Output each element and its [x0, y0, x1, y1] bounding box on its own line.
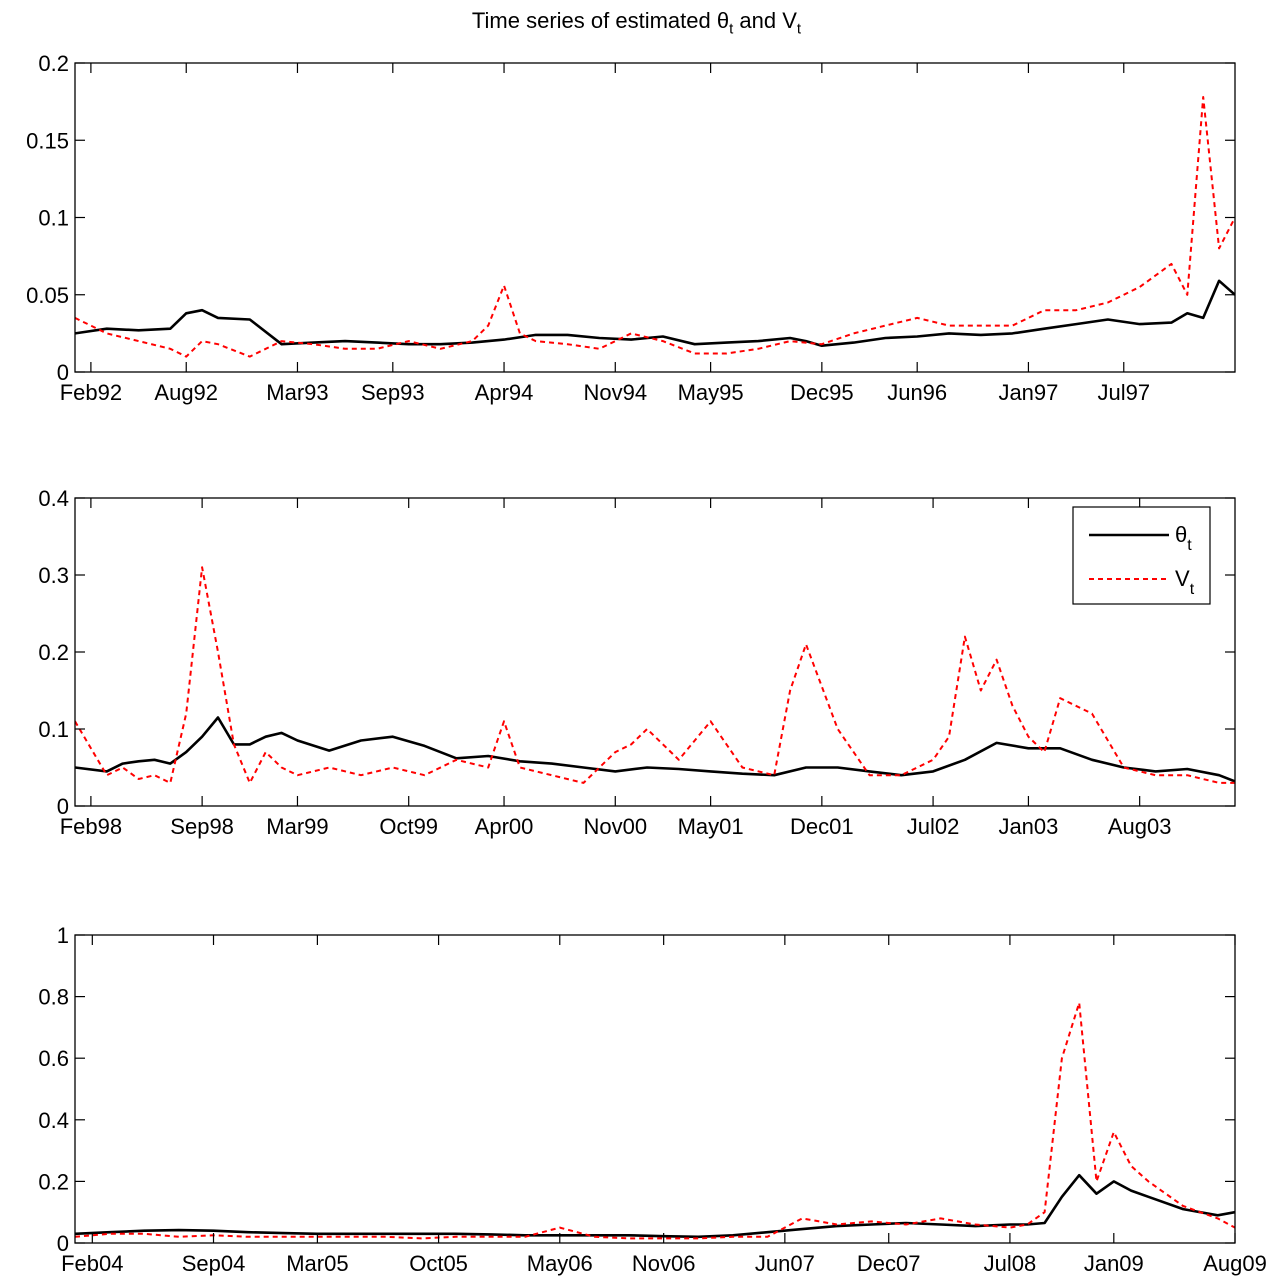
v-series-line — [75, 1001, 1235, 1240]
x-tick-label: Sep93 — [361, 380, 425, 405]
y-tick-label: 0.2 — [38, 51, 69, 76]
x-tick-label: Mar99 — [266, 814, 328, 839]
v-series-line — [75, 566, 1235, 784]
legend-label-subscript: t — [1187, 537, 1192, 554]
x-tick-label: Oct05 — [409, 1251, 468, 1276]
chart-panels: 0 0.05 0.1 0.15 0.2 Feb92 Aug92 Mar93 Sep93 Apr94… — [26, 51, 1267, 1276]
y-tick-label: 0.1 — [38, 206, 69, 231]
y-tick-label: 0.4 — [38, 486, 69, 511]
y-tick-label: 1 — [57, 923, 69, 948]
axes-frame — [74, 934, 1236, 1244]
theta-series-line — [75, 1173, 1235, 1239]
plot-area — [75, 63, 1235, 372]
x-tick-label: Jan97 — [998, 380, 1058, 405]
chart-panel-3: 0 0.2 0.4 0.6 0.8 1 Feb04 Sep04 Mar05 Oct05 May06 N… — [38, 923, 1266, 1276]
x-tick-label: Apr94 — [475, 380, 534, 405]
x-tick-label: May95 — [678, 380, 744, 405]
x-tick-label: Jul02 — [907, 814, 960, 839]
figure-title: Time series of estimated θt and Vt — [0, 8, 1273, 37]
x-tick-label: Dec07 — [857, 1251, 921, 1276]
x-tick-label: Sep98 — [170, 814, 234, 839]
title-v-subscript: t — [796, 20, 802, 38]
x-tick-label: Feb04 — [61, 1251, 123, 1276]
x-tick-label: Jul08 — [984, 1251, 1037, 1276]
y-tick-label: 0.3 — [38, 563, 69, 588]
theta-series-line — [75, 279, 1235, 348]
x-tick-label: Oct99 — [379, 814, 438, 839]
x-tick-label: Aug03 — [1108, 814, 1172, 839]
y-tick-label: 0 — [57, 794, 69, 819]
theta-series-line — [75, 716, 1235, 783]
x-tick-label: Jun07 — [755, 1251, 815, 1276]
title-theta: θ — [716, 8, 730, 33]
title-text: Time series of estimated — [471, 8, 717, 33]
v-series-line — [75, 96, 1235, 358]
chart-panel-1: 0 0.05 0.1 0.15 0.2 Feb92 Aug92 Mar93 Sep93 Apr94… — [26, 51, 1236, 405]
x-tick-label: Nov94 — [583, 380, 647, 405]
y-tick-label: 0.8 — [38, 985, 69, 1010]
x-tick-label: Nov00 — [583, 814, 647, 839]
x-tick-label: Jun96 — [887, 380, 947, 405]
x-tick-label: Jul97 — [1097, 380, 1150, 405]
y-tick-label: 0 — [57, 1231, 69, 1256]
x-tick-label: Jan03 — [998, 814, 1058, 839]
x-tick-label: May01 — [678, 814, 744, 839]
x-tick-label: Aug92 — [154, 380, 218, 405]
y-tick-label: 0.6 — [38, 1046, 69, 1071]
y-tick-label: 0.15 — [26, 128, 69, 153]
legend-label-subscript: t — [1190, 581, 1195, 598]
plot-area — [75, 498, 1235, 806]
y-tick-label: 0.1 — [38, 717, 69, 742]
x-tick-label: Aug09 — [1203, 1251, 1267, 1276]
x-tick-label: Apr00 — [475, 814, 534, 839]
y-tick-label: 0.05 — [26, 283, 69, 308]
legend-box — [1072, 506, 1211, 605]
x-tick-label: Dec95 — [790, 380, 854, 405]
y-tick-label: 0.2 — [38, 640, 69, 665]
y-tick-label: 0 — [57, 360, 69, 385]
x-tick-label: Mar93 — [266, 380, 328, 405]
x-tick-label: Sep04 — [182, 1251, 246, 1276]
title-theta-subscript: t — [729, 20, 734, 38]
x-tick-label: Nov06 — [632, 1251, 696, 1276]
x-tick-label: May06 — [527, 1251, 593, 1276]
x-tick-label: Mar05 — [286, 1251, 348, 1276]
x-tick-label: Dec01 — [790, 814, 854, 839]
x-tick-label: Jan09 — [1084, 1251, 1144, 1276]
chart-panel-2: 0 0.1 0.2 0.3 0.4 Feb98 Sep98 Mar99 Oct99 Apr00 No… — [38, 486, 1236, 839]
x-tick-label: Feb92 — [60, 380, 122, 405]
y-tick-label: 0.4 — [38, 1108, 69, 1133]
plot-area — [75, 935, 1235, 1243]
y-tick-label: 0.2 — [38, 1169, 69, 1194]
title-and-v: and V — [733, 8, 797, 33]
x-tick-label: Feb98 — [60, 814, 122, 839]
